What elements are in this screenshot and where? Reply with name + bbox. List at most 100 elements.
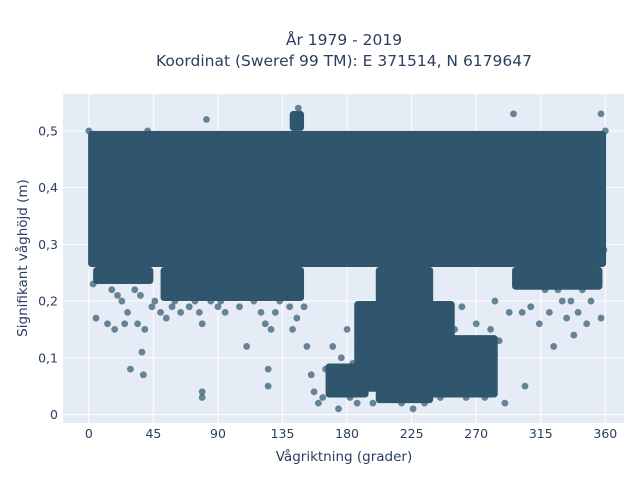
data-point [303, 343, 311, 350]
data-point [421, 399, 428, 407]
data-point [157, 308, 164, 316]
data-point [597, 314, 605, 322]
data-point [137, 291, 144, 299]
data-point [332, 388, 340, 396]
data-point [326, 382, 334, 390]
x-tick-label: 270 [464, 426, 488, 441]
data-point [558, 297, 566, 305]
data-point [574, 308, 582, 316]
data-point [108, 286, 116, 294]
data-point [379, 320, 387, 328]
y-tick-label: 0,1 [38, 350, 58, 365]
data-point [198, 320, 206, 328]
data-point [365, 354, 373, 362]
data-point [412, 371, 420, 379]
data-point [554, 286, 562, 294]
data-point [168, 303, 176, 311]
data-point [171, 297, 179, 305]
data-point [501, 399, 509, 407]
data-point [264, 365, 272, 373]
data-point [398, 399, 406, 407]
data-point [545, 308, 553, 316]
data-point [264, 382, 272, 390]
x-tick-label: 0 [85, 426, 93, 441]
data-point [162, 314, 170, 322]
data-point [428, 382, 436, 390]
data-point [601, 127, 609, 135]
data-point [144, 127, 152, 135]
data-point [391, 377, 398, 384]
y-tick-label: 0 [50, 407, 58, 422]
data-point [495, 337, 503, 345]
data-points [85, 104, 609, 413]
data-point [469, 377, 477, 384]
data-point [444, 337, 451, 345]
data-point [451, 326, 459, 333]
x-tick-label: 225 [400, 426, 424, 441]
y-tick-label: 0,4 [38, 180, 58, 195]
data-point [280, 133, 288, 140]
data-point [518, 308, 526, 316]
data-point [151, 297, 159, 305]
data-point [319, 394, 327, 401]
data-point [441, 360, 449, 367]
data-point [221, 308, 229, 316]
data-point [527, 303, 535, 311]
data-point [138, 348, 146, 356]
data-point [535, 320, 543, 328]
point-cloud-lobe [426, 335, 498, 398]
data-point [583, 320, 591, 328]
data-point [207, 297, 215, 305]
data-point [477, 382, 484, 390]
data-point [195, 308, 203, 316]
data-point [395, 308, 403, 316]
data-point [600, 246, 608, 254]
data-point [432, 314, 440, 322]
data-point [214, 303, 222, 311]
data-point [198, 388, 206, 396]
data-point [436, 394, 444, 401]
data-point [383, 394, 391, 401]
x-tick-label: 315 [529, 426, 553, 441]
data-point [310, 388, 318, 396]
chart-subtitle: Koordinat (Sweref 99 TM): E 371514, N 61… [156, 52, 532, 70]
data-point [314, 399, 322, 407]
data-point [293, 314, 301, 322]
data-point [340, 377, 348, 384]
data-point [346, 394, 354, 401]
data-point [92, 314, 100, 322]
data-point [228, 291, 236, 299]
data-point [510, 110, 517, 118]
data-point [286, 303, 294, 311]
y-axis-title: Signifikant våghöjd (m) [14, 179, 31, 337]
data-point [541, 286, 549, 294]
data-point [124, 308, 131, 316]
data-point [104, 320, 111, 328]
data-point [191, 297, 199, 305]
data-point [458, 303, 466, 311]
data-point [243, 343, 251, 350]
data-point [597, 110, 605, 118]
data-point [257, 308, 265, 316]
data-point [505, 308, 513, 316]
data-point [593, 274, 601, 282]
data-point [465, 348, 473, 356]
y-tick-label: 0,5 [38, 123, 58, 138]
data-point [217, 297, 225, 305]
data-point [405, 388, 413, 396]
x-axis-ticks: 0 45 90 135 180 225 270 315 360 [85, 426, 617, 441]
data-point [491, 297, 499, 305]
data-point [141, 326, 149, 333]
data-point [88, 246, 96, 254]
data-point [409, 405, 417, 413]
data-point [276, 297, 284, 305]
x-tick-label: 90 [210, 426, 226, 441]
data-point [294, 104, 302, 112]
data-point [335, 405, 342, 413]
data-point [181, 286, 189, 294]
data-point [118, 297, 126, 305]
data-point [121, 320, 129, 328]
data-point [236, 303, 243, 311]
data-point [448, 388, 456, 396]
data-point [329, 343, 337, 350]
